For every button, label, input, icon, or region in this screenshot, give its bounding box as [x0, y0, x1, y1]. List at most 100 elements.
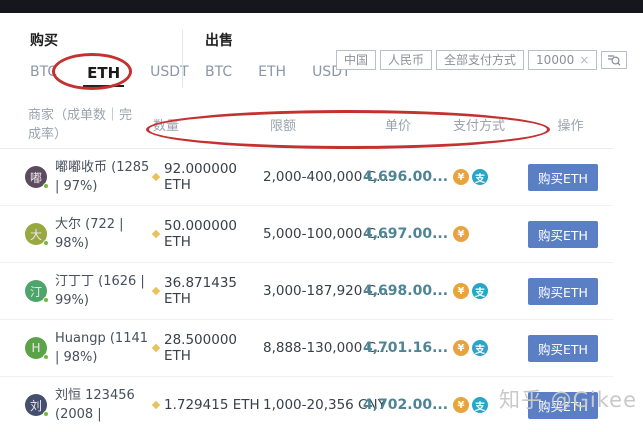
price-cell: 4,702.00...	[363, 397, 449, 413]
price-cell: 4,701.16...	[363, 340, 449, 356]
merchant-cell[interactable]: H Huangp (1141 | 98%)	[25, 329, 153, 367]
buy-coin-tabs: BTC ETH USDT	[30, 64, 189, 87]
avatar: 刘	[25, 394, 49, 417]
quantity-cell: 36.871435 ETH	[151, 275, 263, 307]
merchant-cell[interactable]: 汀 汀丁丁 (1626 | 99%)	[25, 272, 153, 310]
buy-eth-button[interactable]: 购买ETH	[528, 391, 598, 419]
limit-cell: 3,000-187,920 C...	[263, 283, 389, 299]
payment-method-filter[interactable]: 全部支付方式	[436, 50, 525, 70]
bank-pay-icon: ¥	[453, 169, 469, 185]
merchant-name[interactable]: Huangp (1141 | 98%)	[55, 331, 149, 365]
sell-section-title: 出售	[205, 33, 233, 49]
table-row: 刘 刘恒 123456 (2008 | 1.729415 ETH 1,000-2…	[0, 377, 613, 432]
action-cell: 购买ETH	[528, 163, 613, 191]
limit-cell: 5,000-100,000 C...	[263, 226, 389, 242]
search-icon	[608, 55, 621, 66]
avatar-initial: 汀	[25, 280, 47, 302]
table-row: 汀 汀丁丁 (1626 | 99%) 36.871435 ETH 3,000-1…	[0, 263, 613, 320]
buy-section-title: 购买	[30, 33, 58, 49]
payment-icons-cell: ¥ 支	[453, 397, 528, 413]
header-action: 操作	[557, 119, 584, 134]
payment-icons-cell: ¥ 支	[453, 169, 528, 185]
buy-tab-btc[interactable]: BTC	[30, 64, 58, 80]
action-cell: 购买ETH	[528, 220, 613, 248]
alipay-icon: 支	[472, 397, 488, 413]
clear-amount-icon[interactable]: ×	[579, 53, 590, 67]
merchant-cell[interactable]: 大 大尔 (722 | 98%)	[25, 215, 153, 253]
merchant-name[interactable]: 刘恒 123456 (2008 |	[55, 388, 135, 422]
sell-coin-tabs: BTC ETH USDT	[205, 64, 377, 80]
merchant-name[interactable]: 大尔 (722 | 98%)	[55, 217, 124, 251]
quantity-cell: 1.729415 ETH	[151, 397, 263, 413]
limit-cell: 2,000-400,000 C...	[263, 169, 389, 185]
table-header-row: 商家（成单数｜完成率） 数量 限额 单价 支付方式 操作	[0, 105, 613, 149]
quantity-cell: 92.000000 ETH	[151, 161, 263, 193]
market-side-switcher: 购买 BTC ETH USDT 出售 BTC ETH USDT	[30, 30, 377, 90]
price-cell: 4,698.00...	[363, 283, 449, 299]
diamond-icon	[151, 400, 161, 410]
alipay-icon: 支	[472, 283, 488, 299]
buy-tab-usdt[interactable]: USDT	[150, 64, 189, 80]
amount-filter[interactable]: 10000 ×	[528, 50, 598, 70]
diamond-icon	[151, 343, 161, 353]
quantity-cell: 28.500000 ETH	[151, 332, 263, 364]
quantity-value: 36.871435 ETH	[164, 275, 238, 307]
payment-icons-cell: ¥	[453, 226, 528, 242]
bank-pay-icon: ¥	[453, 340, 469, 356]
buy-eth-button[interactable]: 购买ETH	[528, 220, 598, 248]
online-status-dot	[43, 411, 49, 417]
avatar: H	[25, 337, 49, 360]
offers-table: 商家（成单数｜完成率） 数量 限额 单价 支付方式 操作 嘟 嘟嘟收币 (128…	[0, 105, 613, 432]
merchant-cell[interactable]: 嘟 嘟嘟收币 (1285 | 97%)	[25, 158, 153, 196]
action-cell: 购买ETH	[528, 334, 613, 362]
sell-tab-btc[interactable]: BTC	[205, 64, 233, 80]
table-row: H Huangp (1141 | 98%) 28.500000 ETH 8,88…	[0, 320, 613, 377]
merchant-name[interactable]: 嘟嘟收币 (1285 | 97%)	[55, 160, 150, 194]
online-status-dot	[43, 354, 49, 360]
header-payment: 支付方式	[453, 119, 506, 134]
header-limit: 限额	[270, 119, 297, 134]
avatar-initial: 大	[25, 223, 47, 245]
sell-section: 出售 BTC ETH USDT	[205, 30, 377, 90]
table-row: 大 大尔 (722 | 98%) 50.000000 ETH 5,000-100…	[0, 206, 613, 263]
table-row: 嘟 嘟嘟收币 (1285 | 97%) 92.000000 ETH 2,000-…	[0, 149, 613, 206]
section-divider	[182, 30, 183, 88]
diamond-icon	[151, 229, 161, 239]
buy-eth-button[interactable]: 购买ETH	[528, 334, 598, 362]
sell-tab-eth[interactable]: ETH	[258, 64, 287, 80]
quantity-cell: 50.000000 ETH	[151, 218, 263, 250]
action-cell: 购买ETH	[528, 277, 613, 305]
online-status-dot	[43, 240, 49, 246]
avatar-initial: 嘟	[25, 166, 47, 188]
buy-section: 购买 BTC ETH USDT	[30, 30, 189, 90]
buy-eth-button[interactable]: 购买ETH	[528, 277, 598, 305]
avatar: 嘟	[25, 166, 49, 189]
quantity-value: 28.500000 ETH	[164, 332, 238, 364]
bank-pay-icon: ¥	[453, 397, 469, 413]
currency-filter[interactable]: 人民币	[380, 50, 433, 70]
header-merchant: 商家（成单数｜完成率）	[28, 107, 133, 142]
avatar-initial: H	[25, 337, 47, 359]
merchant-cell[interactable]: 刘 刘恒 123456 (2008 |	[25, 386, 153, 424]
buy-eth-button[interactable]: 购买ETH	[528, 163, 598, 191]
action-cell: 购买ETH	[528, 391, 613, 419]
bank-pay-icon: ¥	[453, 283, 469, 299]
header-quantity: 数量	[153, 119, 180, 134]
search-button[interactable]	[601, 51, 628, 69]
diamond-icon	[151, 286, 161, 296]
merchant-name[interactable]: 汀丁丁 (1626 | 99%)	[55, 274, 145, 308]
limit-cell: 1,000-20,356 CNY	[263, 397, 386, 413]
diamond-icon	[151, 172, 161, 182]
price-cell: 4,697.00...	[363, 226, 449, 242]
filter-bar: 中国 人民币 全部支付方式 10000 ×	[336, 50, 631, 70]
buy-tab-eth[interactable]: ETH	[83, 64, 125, 87]
alipay-icon: 支	[472, 169, 488, 185]
quantity-value: 1.729415 ETH	[164, 397, 260, 413]
region-filter[interactable]: 中国	[336, 50, 377, 70]
alipay-icon: 支	[472, 340, 488, 356]
avatar: 大	[25, 223, 49, 246]
quantity-value: 50.000000 ETH	[164, 218, 238, 250]
price-cell: 4,696.00...	[363, 169, 449, 185]
avatar: 汀	[25, 280, 49, 303]
